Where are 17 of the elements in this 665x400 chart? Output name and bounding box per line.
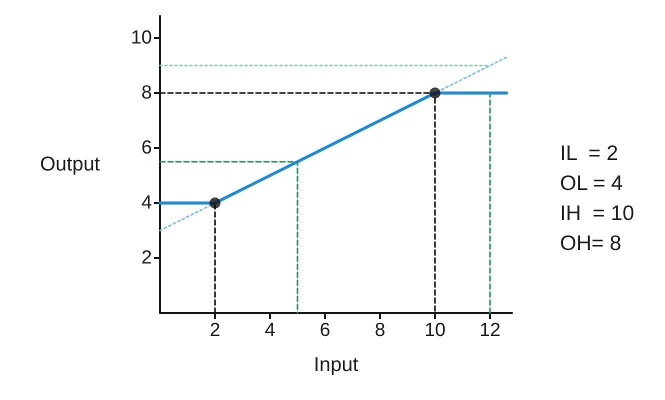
y-tick-label: 10 — [130, 28, 152, 48]
text: IH = 10 — [560, 202, 634, 225]
text: OH= 8 — [560, 232, 622, 255]
text: OL = 4 — [560, 172, 624, 195]
y-tick-label: 2 — [141, 248, 152, 268]
y-axis-title: Output — [40, 154, 100, 176]
x-tick-label: 8 — [374, 320, 386, 341]
y-tick-label: 6 — [141, 138, 152, 158]
y-tick-label: 4 — [141, 192, 152, 214]
x-tick-label: 2 — [210, 320, 220, 341]
x-tick-label: 12 — [479, 320, 501, 341]
x-tick-label: 6 — [320, 320, 330, 341]
y-tick-label: 8 — [141, 82, 152, 104]
x-axis-title: Input — [314, 354, 359, 376]
x-tick-label: 4 — [264, 320, 276, 341]
x-tick-label: 10 — [424, 320, 446, 341]
text: IL = 2 — [560, 142, 618, 165]
